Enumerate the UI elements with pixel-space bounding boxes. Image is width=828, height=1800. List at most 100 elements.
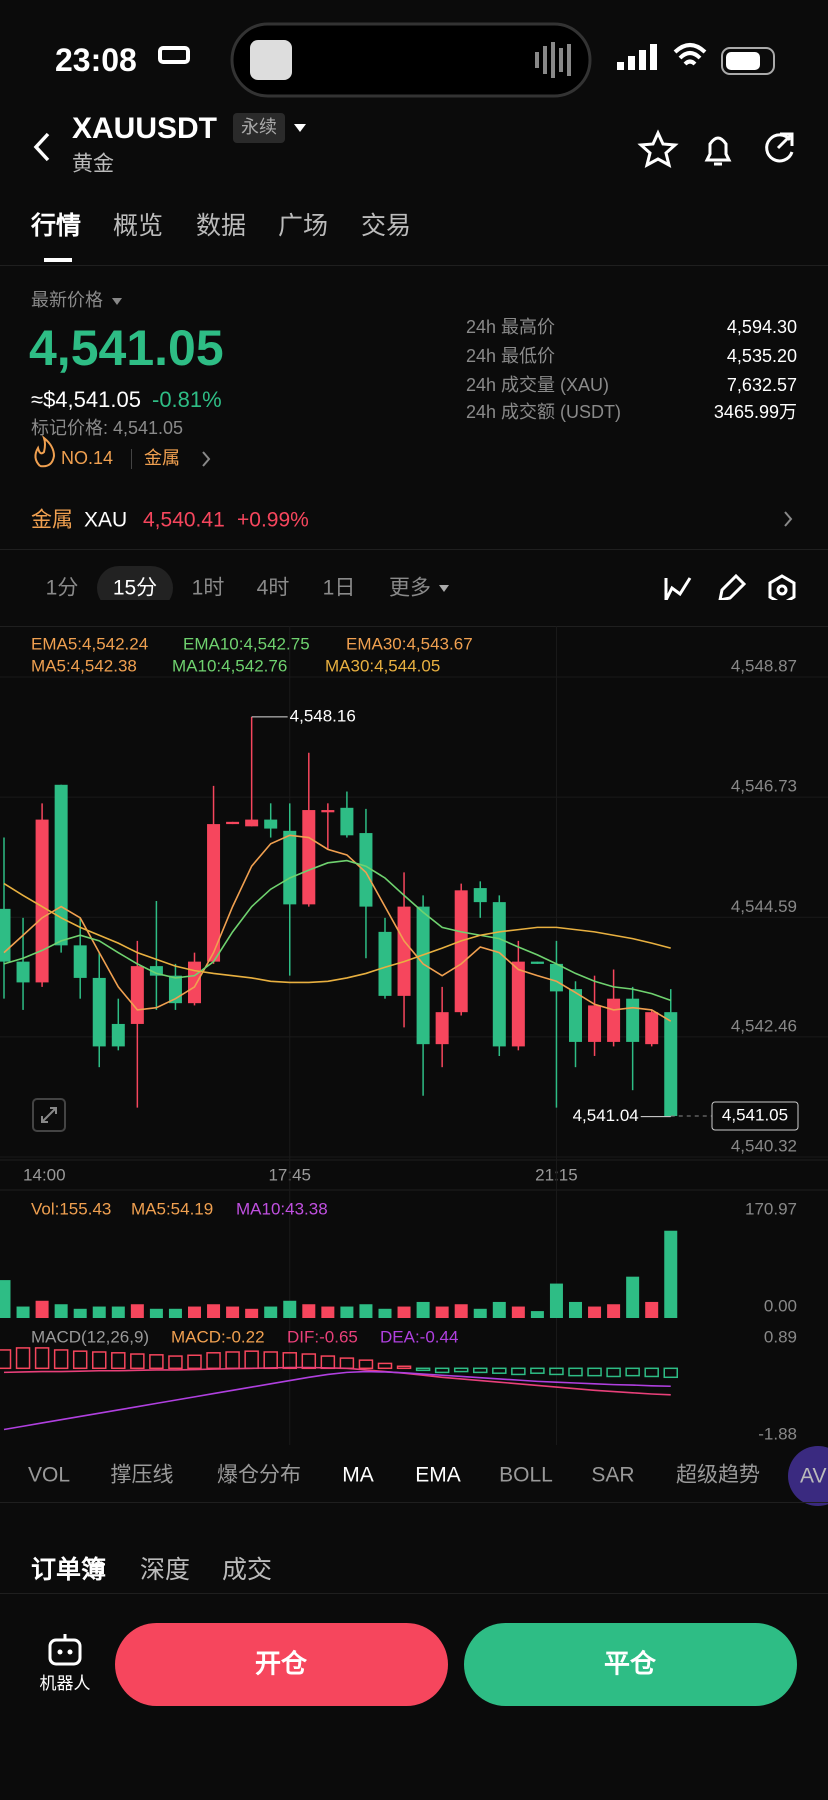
settings-button[interactable] xyxy=(768,574,796,600)
timeframe[interactable]: 1分 xyxy=(45,576,79,600)
macd-bar xyxy=(111,1352,126,1370)
open-label[interactable]: 开仓 xyxy=(254,1648,308,1679)
macd-bar xyxy=(263,1351,278,1370)
tab[interactable]: 交易 xyxy=(361,212,412,240)
indicator-legend: MA10:4,542.76 xyxy=(172,656,287,675)
kline-chart: EMA5:4,542.24 EMA10:4,542.75 EMA30:4,543.6… xyxy=(0,626,828,1445)
orderbook-tab[interactable]: 成交 xyxy=(222,1556,273,1584)
indicator-legend: MA30:4,544.05 xyxy=(325,656,440,675)
min-label: 4,541.04 xyxy=(573,1106,639,1125)
volume-bar xyxy=(188,1306,201,1318)
sector-tag[interactable]: 金属 xyxy=(144,448,180,469)
draw-button[interactable] xyxy=(718,573,747,600)
y-tick-label: 4,542.46 xyxy=(731,1016,797,1035)
macd-bar xyxy=(453,1367,469,1373)
candle-body xyxy=(588,1005,602,1042)
orderbook-tab[interactable]: 深度 xyxy=(140,1556,191,1584)
stat-value: 4,594.30 xyxy=(726,317,797,338)
candle-body xyxy=(245,819,259,827)
tab[interactable]: 行情 xyxy=(31,212,82,240)
candle-body xyxy=(626,998,640,1042)
indicator-tab[interactable]: 撑压线 xyxy=(110,1463,174,1487)
sector-name[interactable]: 金属 xyxy=(31,508,73,532)
macd-bar xyxy=(282,1352,297,1370)
volume-bar xyxy=(664,1230,678,1318)
y-tick-label: 170.97 xyxy=(745,1199,797,1218)
macd-bar xyxy=(244,1350,259,1370)
timeframe[interactable]: 更多 xyxy=(389,576,431,600)
macd-bar xyxy=(187,1354,202,1370)
macd-bar xyxy=(568,1367,583,1377)
indicator-tab[interactable]: 爆仓分布 xyxy=(217,1463,301,1487)
y-tick-label: 4,544.59 xyxy=(731,897,797,916)
approx-price: ≈$4,541.05 xyxy=(31,386,141,412)
candle-body xyxy=(511,961,525,1047)
volume-bar xyxy=(73,1308,87,1318)
mark-price: 标记价格: 4,541.05 xyxy=(31,418,184,439)
timeframe[interactable]: 1日 xyxy=(322,576,356,600)
candle-body xyxy=(473,888,487,903)
indicator-button[interactable] xyxy=(664,577,692,600)
favorite-button[interactable] xyxy=(637,129,679,168)
indicator-tab[interactable]: EMA xyxy=(415,1463,461,1487)
share-button[interactable] xyxy=(765,132,794,163)
ai-button[interactable] xyxy=(788,1446,828,1506)
indicator-tab[interactable]: SAR xyxy=(591,1463,635,1487)
indicator-tab[interactable]: MA xyxy=(342,1463,374,1487)
macd-bar xyxy=(92,1351,107,1370)
sector-symbol: XAU xyxy=(84,508,128,532)
indicator-legend: EMA30:4,543.67 xyxy=(346,634,473,653)
macd-bar xyxy=(34,1347,50,1370)
robot-label[interactable]: 机器人 xyxy=(39,1673,91,1693)
macd-bar xyxy=(339,1357,355,1370)
indicator-tab[interactable]: AV xyxy=(800,1464,827,1488)
close-label[interactable]: 平仓 xyxy=(603,1648,657,1679)
candle-body xyxy=(645,1012,659,1045)
indicator-tab[interactable]: VOL xyxy=(27,1463,71,1487)
stat-label: 24h 最低价 xyxy=(466,346,556,367)
sector-price: 4,540.41 xyxy=(143,508,225,532)
volume-bar xyxy=(645,1301,659,1318)
macd-bar xyxy=(130,1353,145,1370)
close-button[interactable] xyxy=(464,1623,797,1706)
tab[interactable]: 数据 xyxy=(196,212,247,240)
timeframe[interactable]: 1时 xyxy=(191,576,225,600)
candle-body xyxy=(16,961,30,983)
y-tick-label: 0.89 xyxy=(764,1327,797,1346)
y-tick-label: 4,546.73 xyxy=(731,777,797,796)
contract-badge: 永续 xyxy=(241,117,277,138)
open-button[interactable] xyxy=(115,1623,448,1706)
orderbook-tab[interactable]: 订单簿 xyxy=(31,1556,107,1584)
macd-bar xyxy=(606,1367,621,1378)
candle-body xyxy=(73,945,87,978)
candle-body xyxy=(111,1023,125,1047)
dif-line xyxy=(3,1366,671,1396)
indicator-tab[interactable]: 超级趋势 xyxy=(676,1463,760,1487)
y-tick-label: -1.88 xyxy=(758,1424,797,1443)
volume-bar xyxy=(245,1308,259,1318)
candle-body xyxy=(664,1012,678,1117)
volume-bar xyxy=(435,1306,449,1318)
alert-button[interactable] xyxy=(704,136,732,166)
volume-bar xyxy=(549,1283,563,1318)
candle-body xyxy=(302,810,316,905)
volume-bar xyxy=(607,1304,621,1318)
sector-change: +0.99% xyxy=(237,508,309,532)
rank: NO.14 xyxy=(61,448,114,469)
candle-body xyxy=(321,810,335,813)
macd-legend: DIF:-0.65 xyxy=(287,1327,358,1346)
back-button[interactable] xyxy=(33,132,50,162)
volume-bar xyxy=(54,1304,68,1318)
timeframe[interactable]: 4时 xyxy=(256,576,290,600)
candle-body xyxy=(92,977,106,1047)
tab[interactable]: 概览 xyxy=(113,212,164,240)
macd-bar xyxy=(149,1354,164,1370)
indicator-tab[interactable]: BOLL xyxy=(499,1463,553,1487)
tab[interactable]: 广场 xyxy=(278,212,329,240)
last-price-label: 4,541.05 xyxy=(722,1106,788,1125)
timeframe[interactable]: 15分 xyxy=(112,576,158,600)
candle-body xyxy=(435,1012,449,1045)
robot-icon xyxy=(48,1634,82,1666)
stat-value: 3465.99万 xyxy=(713,402,797,423)
candle-body xyxy=(416,906,430,1045)
